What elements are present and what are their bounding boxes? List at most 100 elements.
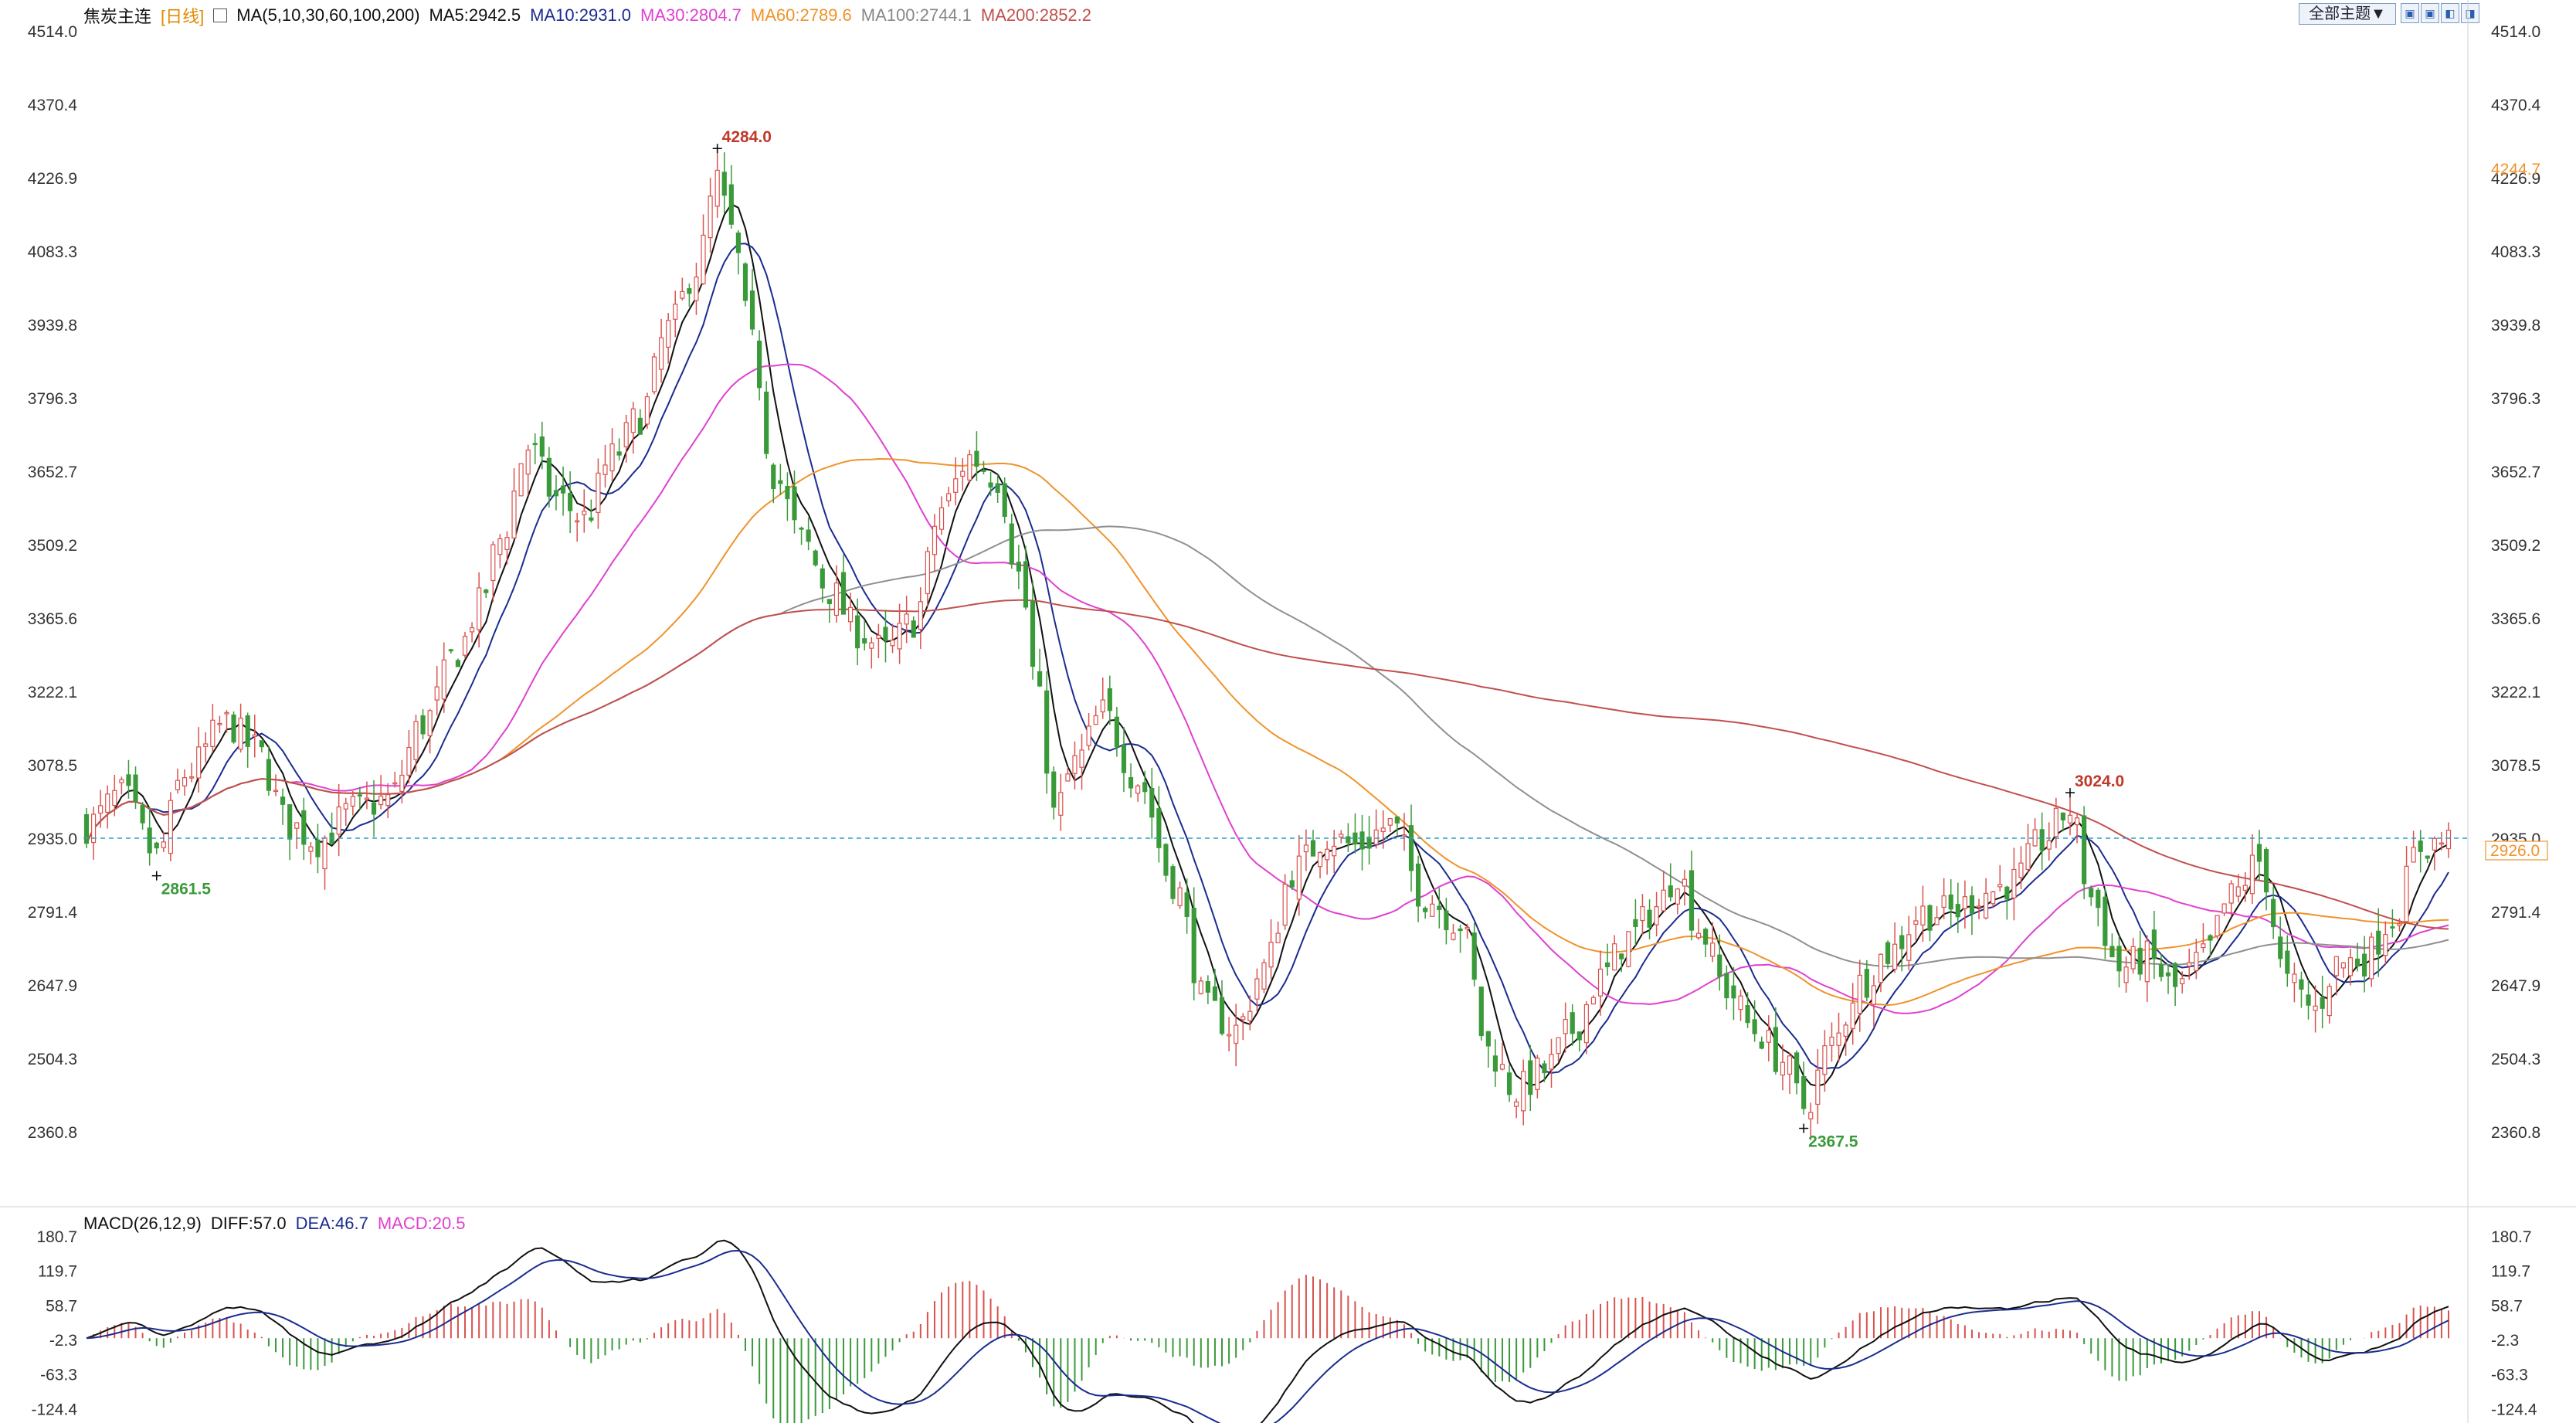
candle-body xyxy=(210,719,216,747)
candle-body xyxy=(2340,962,2346,969)
candle-body xyxy=(1597,968,1604,997)
candle-body xyxy=(1843,1024,1848,1038)
candle-body xyxy=(981,469,986,472)
candle-body xyxy=(1437,905,1442,910)
candle-body xyxy=(1927,905,1933,931)
candle-body xyxy=(224,712,229,715)
candle-body xyxy=(259,740,264,748)
price-tick-left: 4370.4 xyxy=(28,97,78,114)
candle-body xyxy=(1710,942,1716,957)
moving-average-lines xyxy=(86,203,2449,1087)
period-label[interactable]: [日线] xyxy=(161,7,205,26)
zoom-out-icon[interactable]: ▣ xyxy=(2421,3,2439,23)
candle-body xyxy=(2123,966,2129,983)
candle-body xyxy=(1590,997,1597,1005)
candle-body xyxy=(826,599,832,604)
candle-body xyxy=(1394,816,1400,824)
candle-body xyxy=(525,450,531,475)
candle-body xyxy=(609,443,615,472)
candlesticks xyxy=(83,149,2452,1141)
candle-body xyxy=(1745,1005,1750,1024)
candle-body xyxy=(2347,957,2354,976)
candle-body xyxy=(988,482,993,488)
candle-body xyxy=(392,782,398,785)
zoom-in-icon[interactable]: ▣ xyxy=(2401,3,2419,23)
candle-body xyxy=(1254,978,1260,1000)
candle-body xyxy=(2039,829,2045,851)
price-tick-right: 4370.4 xyxy=(2491,97,2541,114)
candle-body xyxy=(189,776,195,779)
price-tick-right: 3078.5 xyxy=(2491,757,2540,775)
candle-body xyxy=(1899,935,1905,949)
macd-tick-left: 58.7 xyxy=(46,1297,77,1315)
candle-body xyxy=(1065,773,1071,782)
candle-body xyxy=(1149,787,1155,818)
candle-body xyxy=(1920,905,1926,925)
candle-body xyxy=(2306,994,2311,1006)
candle-body xyxy=(721,172,727,196)
candle-body xyxy=(539,436,545,457)
candle-body xyxy=(1563,1019,1568,1034)
candle-body xyxy=(1822,1045,1828,1075)
price-tick-right: 4083.3 xyxy=(2491,243,2540,261)
price-tick-left: 2360.8 xyxy=(28,1124,77,1142)
candle-body xyxy=(2194,952,2199,971)
candle-body xyxy=(2411,847,2416,863)
candle-body xyxy=(105,793,110,813)
candle-body xyxy=(399,774,405,792)
price-tick-left: 2791.4 xyxy=(28,904,78,922)
candle-body xyxy=(637,417,643,435)
ma5-line xyxy=(86,203,2449,1087)
price-tick-right: 4226.9 xyxy=(2491,170,2540,188)
candle-body xyxy=(2096,889,2101,908)
candle-body xyxy=(820,568,825,589)
candle-body xyxy=(1346,836,1351,844)
candle-body xyxy=(1955,904,1960,918)
candle-body xyxy=(1759,1041,1764,1049)
candle-body xyxy=(876,634,881,639)
candle-body xyxy=(1275,932,1281,943)
candle-body xyxy=(687,288,692,294)
candle-body xyxy=(1303,844,1309,853)
candle-body xyxy=(294,822,300,829)
candle-body xyxy=(651,356,657,392)
candle-body xyxy=(196,746,202,779)
candle-body xyxy=(2074,817,2080,826)
candle-body xyxy=(2004,886,2010,900)
candle-body xyxy=(1366,837,1372,849)
candle-body xyxy=(2278,936,2283,959)
candle-body xyxy=(2201,943,2206,949)
candle-body xyxy=(2376,930,2381,955)
theme-dropdown[interactable]: 全部主题▼ xyxy=(2299,3,2396,25)
candle-body xyxy=(582,511,587,515)
candle-body xyxy=(2445,830,2452,850)
ma-settings-icon[interactable] xyxy=(213,8,228,22)
last-price-tag-box xyxy=(2485,841,2548,861)
price-tick-right: 3652.7 xyxy=(2491,464,2540,481)
candle-body xyxy=(1198,980,1203,994)
candle-body xyxy=(1969,895,1975,914)
scroll-right-icon[interactable]: ◨ xyxy=(2461,3,2479,23)
scroll-left-icon[interactable]: ◧ xyxy=(2441,3,2459,23)
candle-body xyxy=(735,233,741,253)
candle-body xyxy=(1836,1032,1841,1046)
candle-body xyxy=(1268,942,1274,968)
macd-dea: DEA:46.7 xyxy=(295,1214,368,1233)
candle-body xyxy=(1521,1071,1526,1112)
candle-body xyxy=(596,472,601,513)
macd-header: MACD(26,12,9) DIFF:57.0 DEA:46.7 MACD:20… xyxy=(83,1211,475,1236)
candle-body xyxy=(413,721,419,760)
candle-body xyxy=(1703,929,1709,945)
candle-body xyxy=(1612,943,1617,971)
candle-body xyxy=(2060,812,2066,821)
candle-body xyxy=(308,846,314,852)
candle-body xyxy=(1093,715,1098,725)
candle-body xyxy=(378,795,384,806)
candle-body xyxy=(2053,807,2058,837)
candle-body xyxy=(2263,848,2269,893)
candle-body xyxy=(1219,997,1225,1034)
candle-body xyxy=(1668,885,1673,898)
candle-body xyxy=(1829,1036,1834,1046)
candle-body xyxy=(357,794,362,797)
